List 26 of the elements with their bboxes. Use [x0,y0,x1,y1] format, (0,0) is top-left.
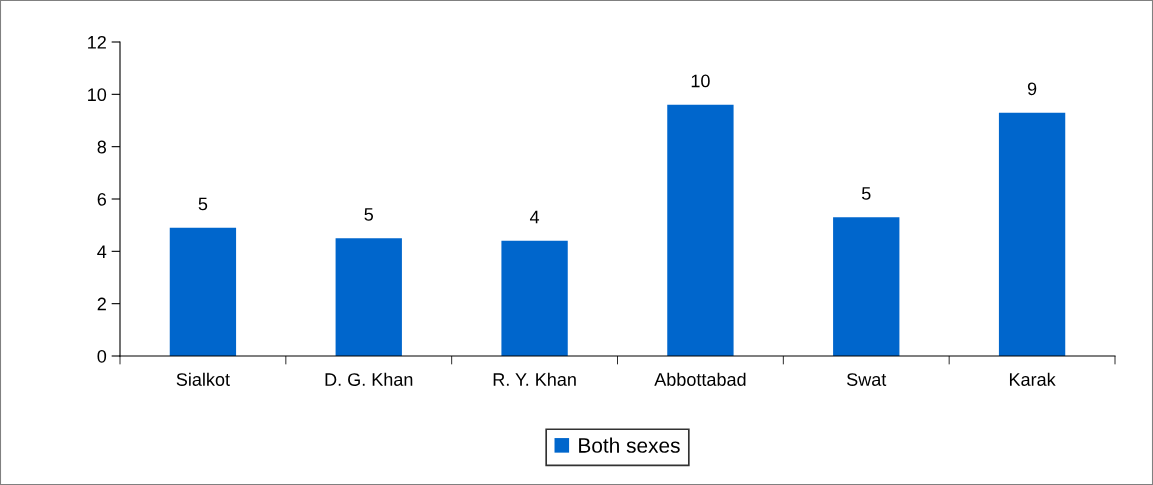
data-label: 4 [529,210,540,224]
bar [335,238,402,356]
y-tick-label: 0 [97,349,107,363]
bar [169,227,237,356]
x-tick-label: Karak [1009,372,1056,386]
data-label: 5 [198,197,208,211]
data-label: 5 [861,187,871,200]
y-tick-label: 10 [88,88,107,102]
legend-label: Both sexes [579,437,680,453]
x-tick-label: Abbottabad [654,372,746,386]
data-label: 5 [364,208,374,221]
bar [501,240,568,356]
bar [833,217,900,356]
x-tick-label: Swat [847,373,887,386]
y-tick-label: 6 [97,192,107,206]
bar [667,104,734,356]
y-tick-label: 4 [97,245,107,258]
bar [998,112,1066,356]
y-tick-label: 8 [97,140,107,154]
y-tick-label: 2 [97,297,106,311]
x-tick-label: R. Y. Khan [493,372,576,386]
data-label: 9 [1027,82,1037,96]
y-tick-label: 12 [88,35,106,49]
x-tick-label: D. G. Khan [325,372,413,386]
x-tick-label: Sialkot [176,372,230,386]
data-label: 10 [691,74,710,88]
